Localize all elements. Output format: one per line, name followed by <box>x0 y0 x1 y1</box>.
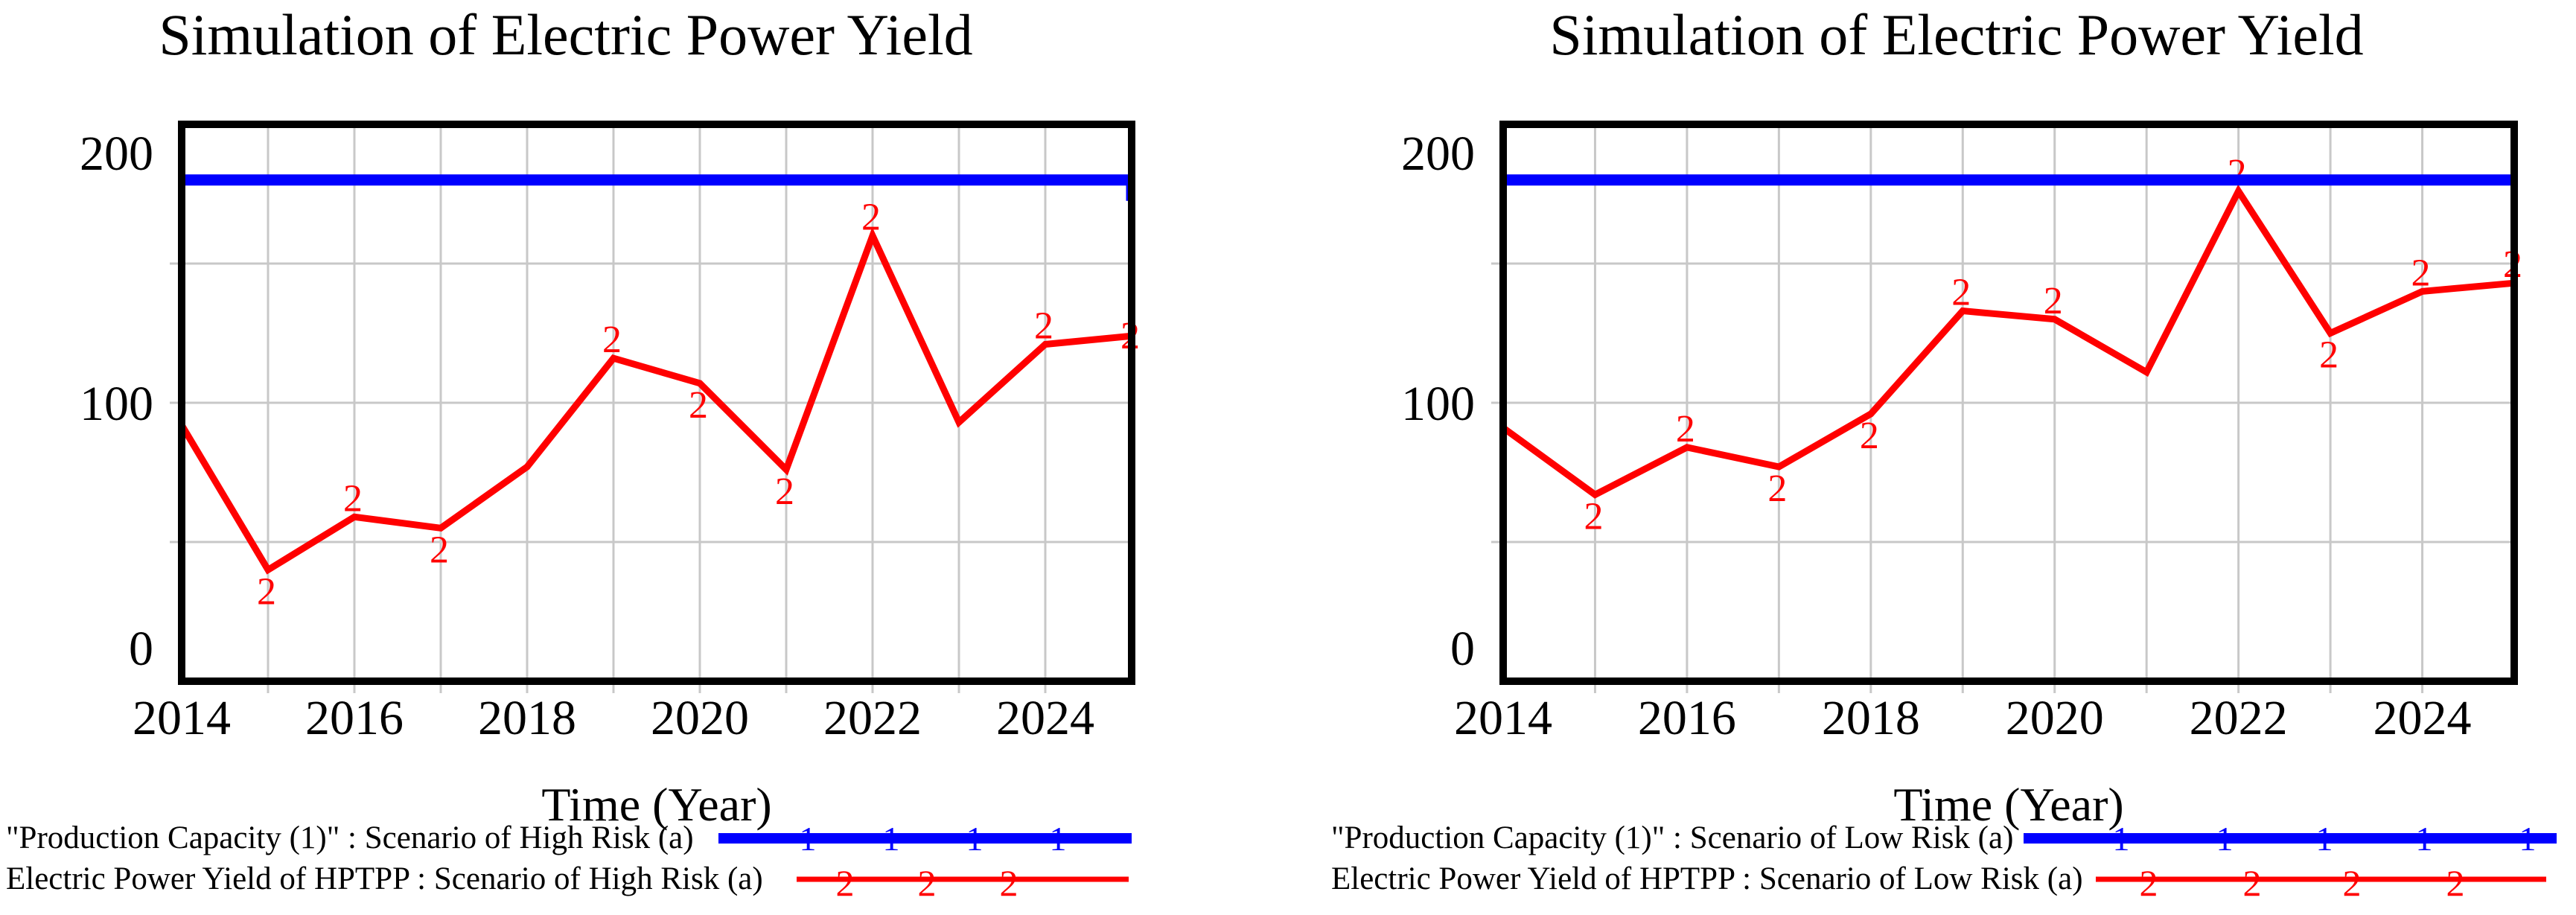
x-tick-label: 2016 <box>305 691 404 745</box>
legend-capacity-marker: 1 <box>2519 820 2537 858</box>
x-tick-label: 2024 <box>2373 691 2472 745</box>
yield-line-marker: 2 <box>1860 415 1879 457</box>
x-tick-label: 2014 <box>1454 691 1552 745</box>
x-tick-label: 2022 <box>2190 691 2288 745</box>
y-tick-label: 100 <box>1401 377 1475 431</box>
legend-label-production-capacity-high-risk: "Production Capacity (1)" : Scenario of … <box>6 820 694 855</box>
x-tick-label: 2020 <box>2006 691 2104 745</box>
legend-capacity-marker: 1 <box>2216 820 2234 858</box>
legend-capacity-marker: 1 <box>883 820 900 858</box>
yield-line-marker: 2 <box>1676 408 1695 450</box>
chart-title-high-risk: Simulation of Electric Power Yield <box>159 2 973 67</box>
yield-line-marker: 2 <box>1767 468 1787 510</box>
yield-line-marker: 2 <box>2044 280 2063 322</box>
legend-yield-marker: 2 <box>2243 862 2262 904</box>
yield-line-marker: 2 <box>602 319 622 361</box>
legend-label-production-capacity-low-risk: "Production Capacity (1)" : Scenario of … <box>1331 820 2014 855</box>
x-axis-title-low-risk: Time (Year) <box>1893 778 2124 831</box>
yield-line-marker: 2 <box>2319 334 2339 377</box>
legend-capacity-marker: 1 <box>2113 820 2130 858</box>
legend-yield-marker: 2 <box>2343 862 2362 904</box>
legend-yield-marker: 2 <box>1000 862 1018 904</box>
legend-yield-marker: 2 <box>2446 862 2465 904</box>
x-tick-label: 2018 <box>478 691 576 745</box>
x-tick-label: 2024 <box>996 691 1094 745</box>
plot-frame <box>1499 121 2518 685</box>
yield-line-marker: 2 <box>430 529 449 571</box>
x-tick-label: 2022 <box>823 691 922 745</box>
y-tick-label: 100 <box>80 377 153 431</box>
legend-label-power-yield-high-risk: Electric Power Yield of HPTPP : Scenario… <box>6 861 763 896</box>
yield-line-marker: 2 <box>1034 305 1053 347</box>
yield-line-marker: 2 <box>2228 152 2247 194</box>
x-axis-title-high-risk: Time (Year) <box>541 778 772 831</box>
x-tick-label: 2016 <box>1638 691 1736 745</box>
yield-line-marker: 2 <box>1584 495 1603 538</box>
legend-capacity-marker: 1 <box>1050 820 1067 858</box>
y-tick-label: 0 <box>129 622 153 676</box>
legend-capacity-marker: 1 <box>2316 820 2333 858</box>
x-tick-label: 2018 <box>1822 691 1920 745</box>
x-tick-label: 2014 <box>133 691 231 745</box>
y-tick-label: 200 <box>1401 127 1475 181</box>
legend-capacity-marker: 1 <box>800 820 817 858</box>
legend-capacity-marker: 1 <box>966 820 983 858</box>
legend-yield-marker: 2 <box>836 862 855 904</box>
yield-line-marker: 2 <box>775 471 794 513</box>
legend-capacity-marker: 1 <box>2416 820 2433 858</box>
series-electric-power-yield <box>179 226 1132 575</box>
y-tick-label: 0 <box>1450 622 1475 676</box>
legend-yield-marker: 2 <box>918 862 937 904</box>
x-tick-label: 2020 <box>651 691 749 745</box>
series-electric-power-yield <box>1501 184 2515 499</box>
yield-line-marker: 2 <box>861 197 881 239</box>
yield-line-marker: 2 <box>689 384 708 427</box>
yield-line-marker: 2 <box>257 570 276 613</box>
y-tick-label: 200 <box>80 127 153 181</box>
legend-yield-marker: 2 <box>2140 862 2158 904</box>
yield-line-marker: 2 <box>2411 252 2431 294</box>
plot-frame <box>178 121 1135 685</box>
legend-label-power-yield-low-risk: Electric Power Yield of HPTPP : Scenario… <box>1331 861 2083 896</box>
yield-line-marker: 2 <box>343 477 363 520</box>
chart-title-low-risk: Simulation of Electric Power Yield <box>1549 2 2364 67</box>
yield-line-marker: 2 <box>1951 272 1971 314</box>
